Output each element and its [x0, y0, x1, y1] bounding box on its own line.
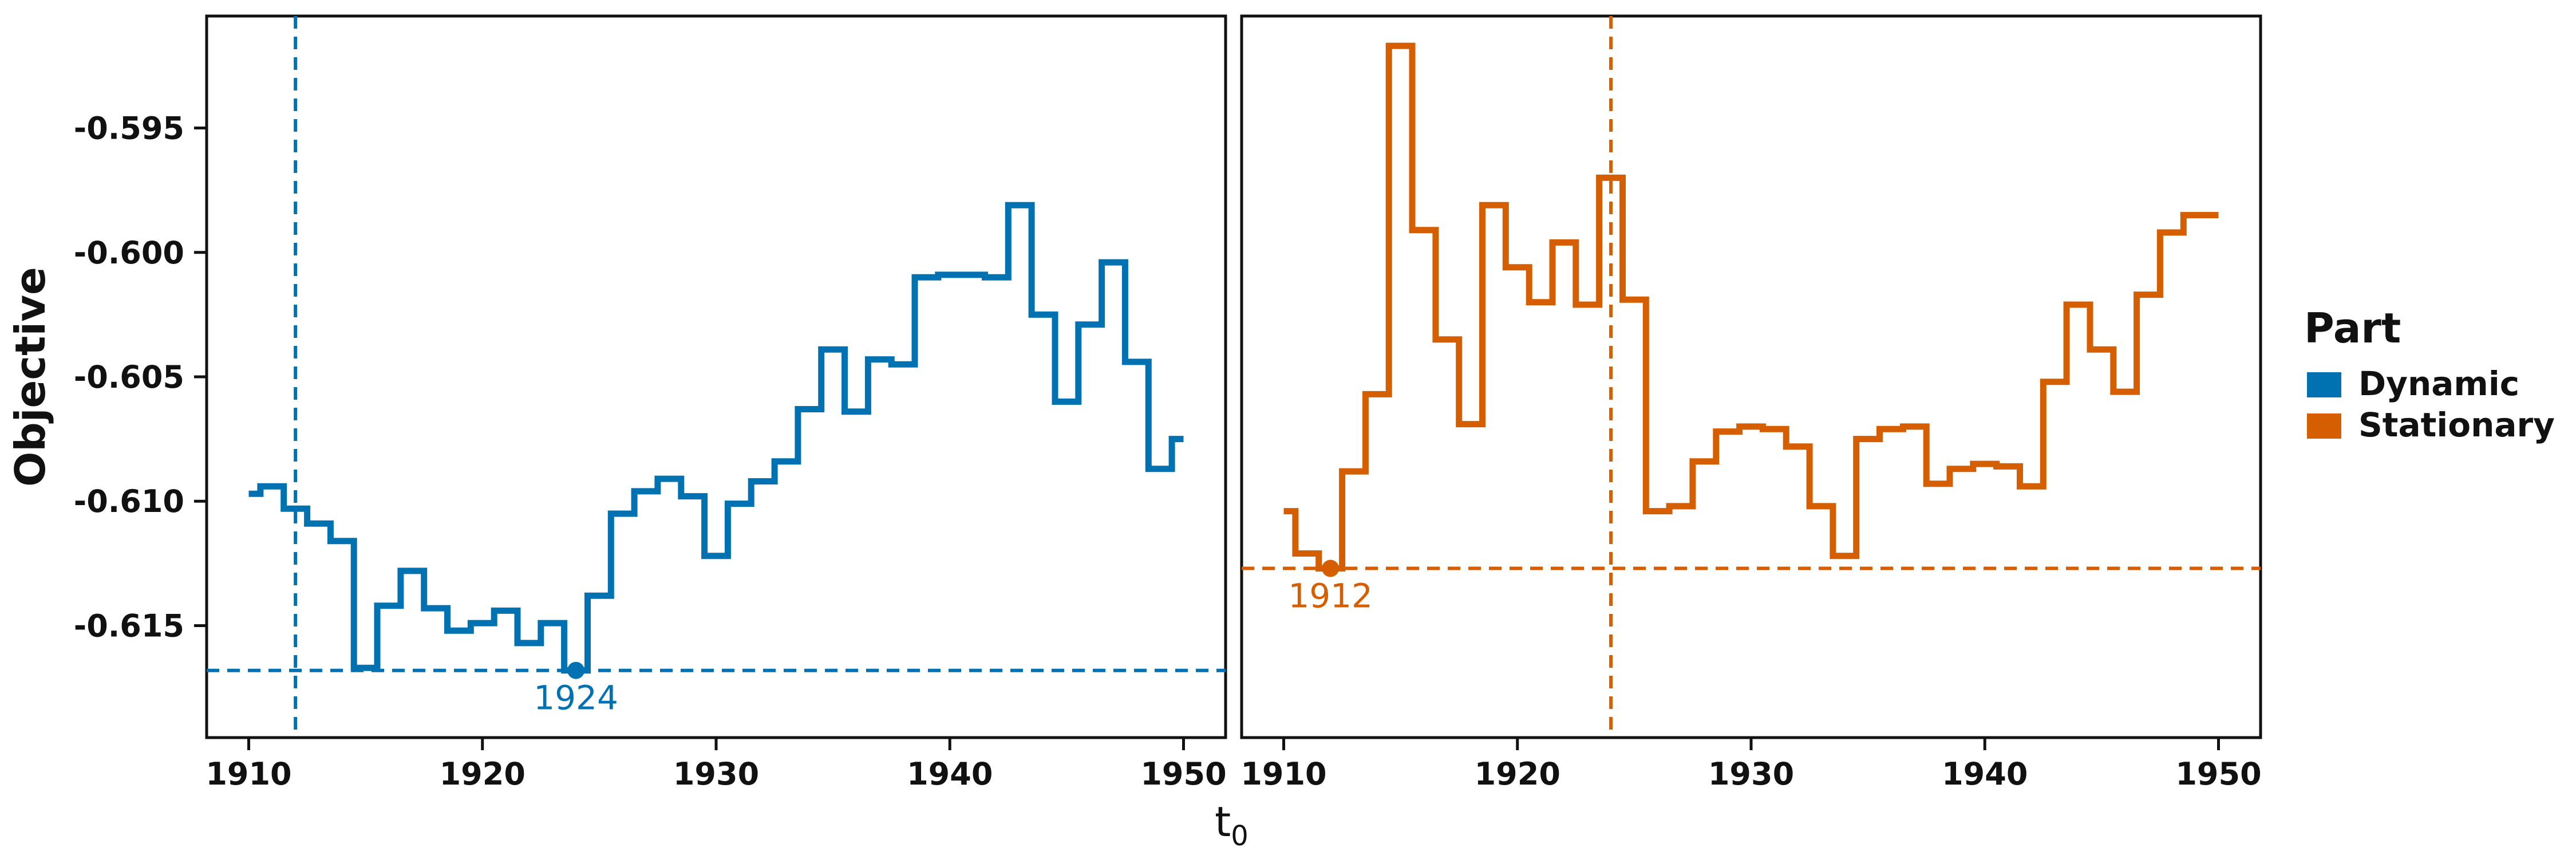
panel-dynamic-frame [205, 14, 1227, 739]
dynamic-min-label: 1924 [534, 679, 618, 718]
x-tick-label: 1940 [1942, 756, 2028, 792]
dynamic-series-line [248, 202, 1184, 674]
stationary-min-point [1322, 559, 1340, 577]
panel-stationary-frame [1240, 14, 2262, 739]
x-tick-label: 1920 [1475, 756, 1560, 792]
legend-swatch-dynamic [2307, 372, 2341, 397]
x-tick-label: 1950 [2175, 756, 2261, 792]
x-tick-label: 1940 [907, 756, 993, 792]
y-tick-label: -0.615 [74, 608, 184, 644]
panel-stationary: 1912 1910 1920 1930 1940 1950 [1240, 14, 2262, 792]
x-tick-label: 1930 [673, 756, 759, 792]
x-tick-label: 1910 [206, 756, 291, 792]
x-axis-title: t0 [1215, 798, 1249, 852]
x-axis-title-base: t [1215, 798, 1231, 846]
y-axis-title: Objective [6, 267, 54, 487]
legend-label-stationary: Stationary [2358, 405, 2555, 444]
x-tick-label: 1920 [440, 756, 526, 792]
legend-swatch-stationary [2307, 413, 2341, 439]
x-tick-label: 1950 [1140, 756, 1226, 792]
legend-title: Part [2304, 304, 2401, 352]
y-tick-label: -0.600 [74, 235, 184, 271]
x-tick-label: 1930 [1708, 756, 1794, 792]
y-tick-label: -0.605 [74, 359, 184, 395]
stationary-series-line [1283, 42, 2219, 572]
x-tick-label: 1910 [1240, 756, 1326, 792]
dynamic-min-point [567, 661, 585, 679]
x-axis-title-sub: 0 [1231, 820, 1249, 852]
legend-label-dynamic: Dynamic [2358, 364, 2519, 403]
legend: Part Dynamic Stationary [2304, 304, 2555, 444]
y-tick-label: -0.610 [74, 483, 184, 519]
y-tick-label: -0.595 [74, 111, 184, 147]
panel-dynamic: 1924 1910 1920 1930 1940 1950 -0.595 -0.600 -0.… [74, 14, 1227, 792]
stationary-min-label: 1912 [1288, 577, 1373, 616]
